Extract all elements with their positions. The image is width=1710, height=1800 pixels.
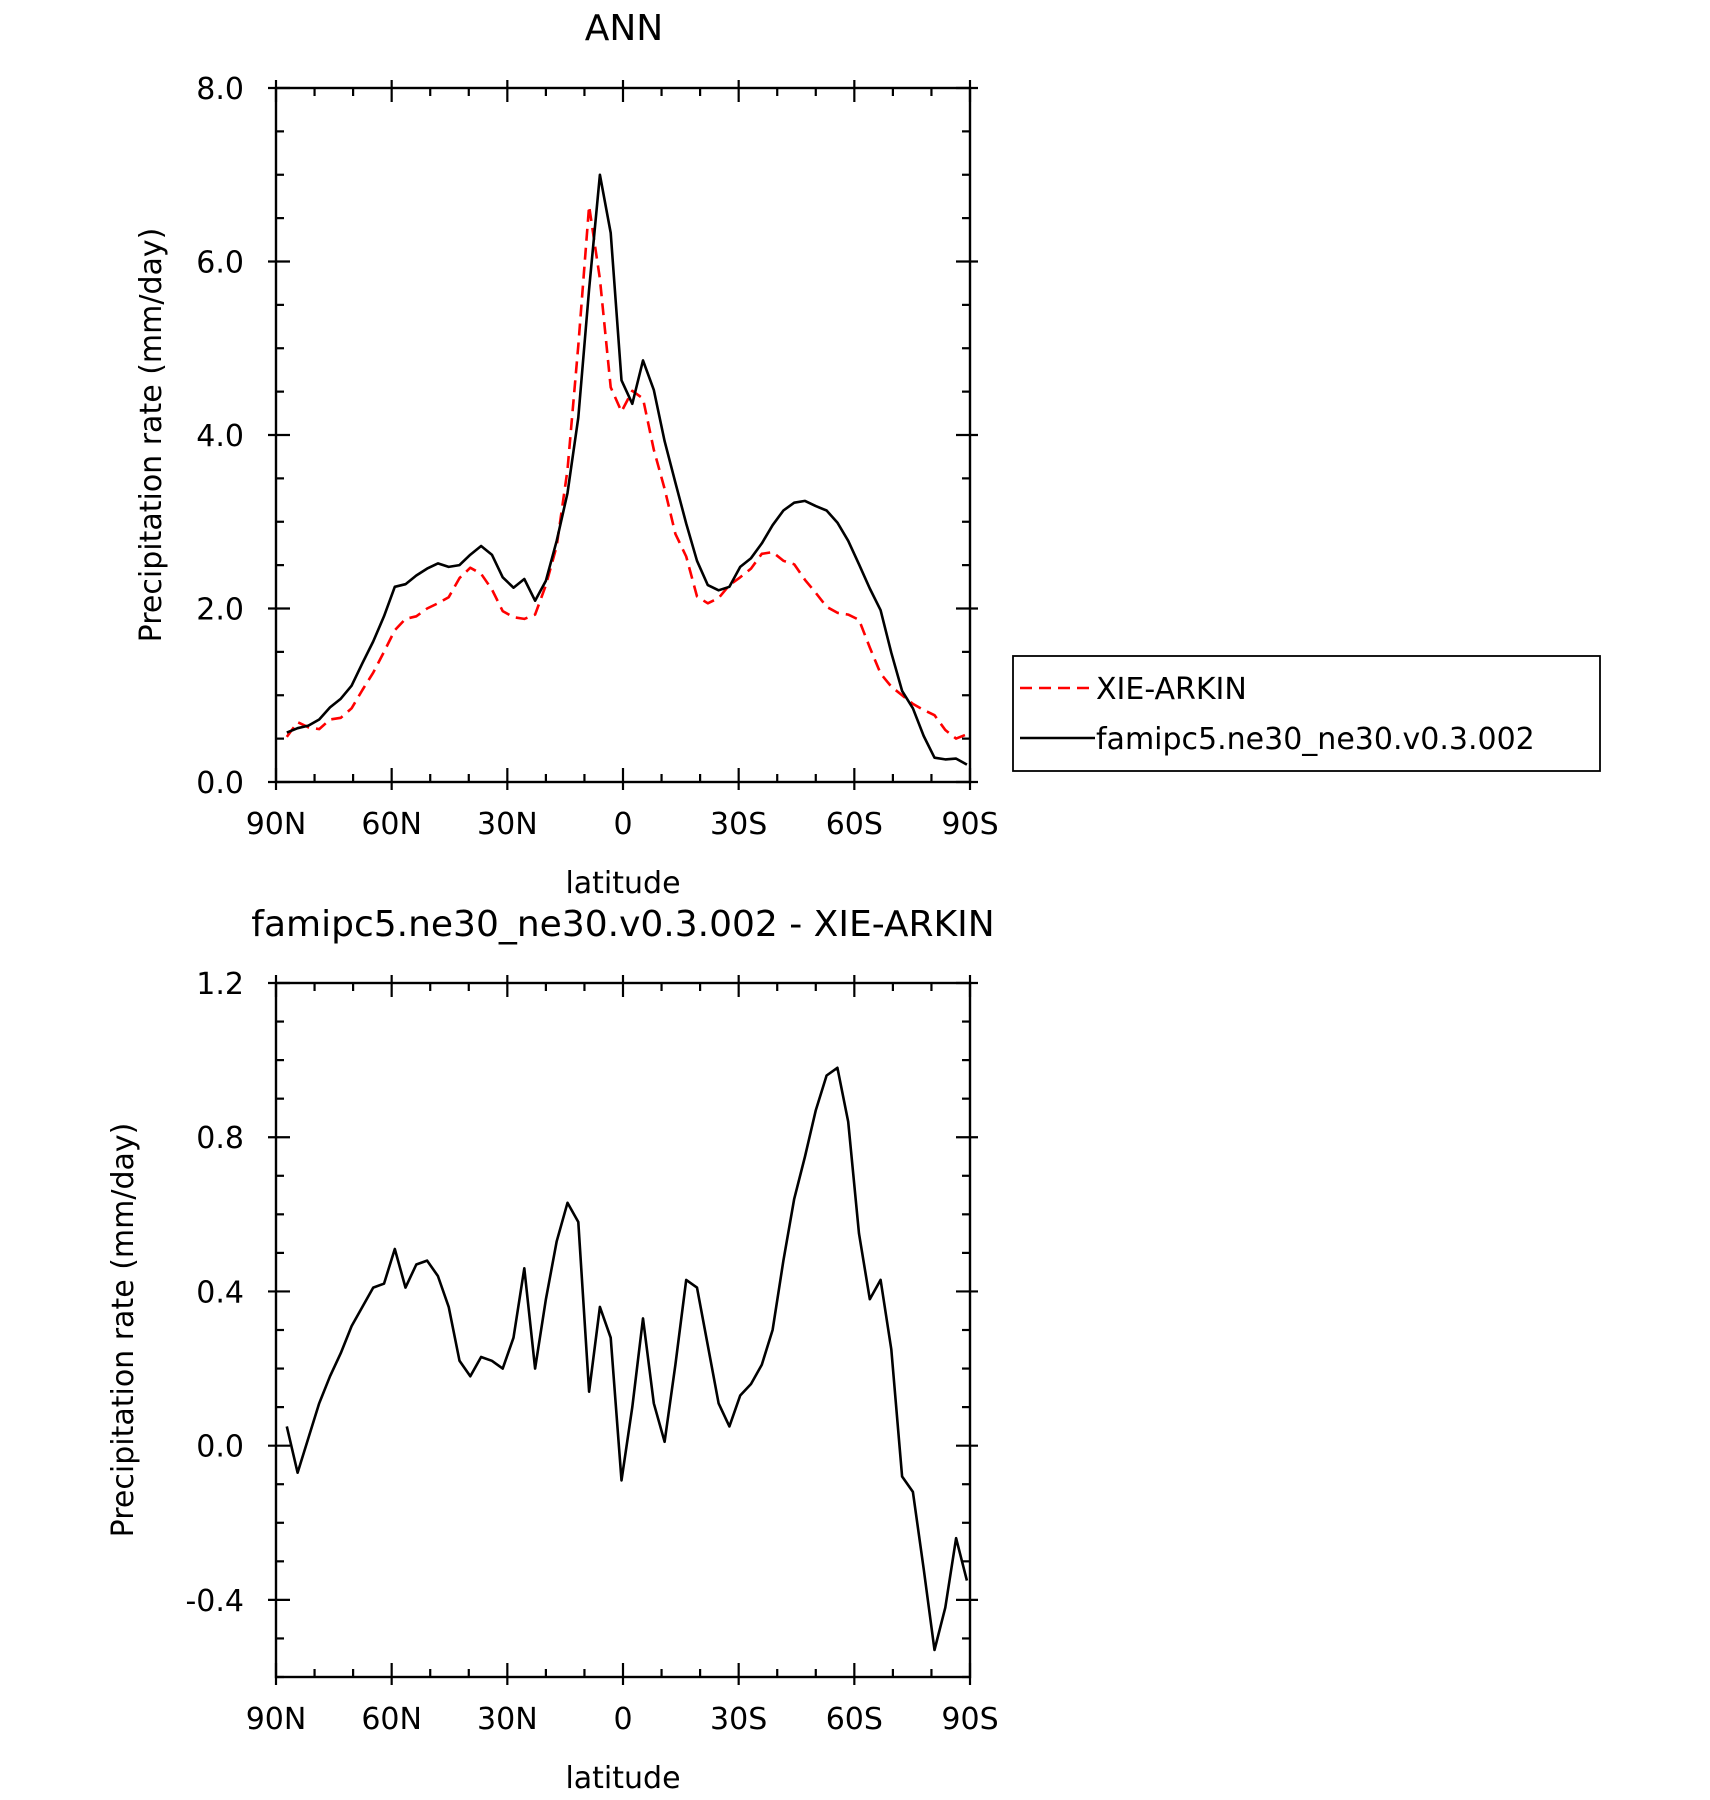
y-tick-label: 0.0 [196,766,244,801]
series-line-famipc5-ne30-ne30-v0-3-002 [286,173,968,766]
x-tick-label: 60N [361,807,422,842]
legend-label-xie-arkin: XIE-ARKIN [1096,672,1247,707]
y-tick-label: 8.0 [196,72,244,107]
x-tick-label: 0 [613,1702,632,1737]
series-line-xie-arkin [285,204,968,740]
x-tick-label: 30S [710,1702,767,1737]
y-tick-label: 6.0 [196,246,244,281]
y-tick-label: 4.0 [196,419,244,454]
y-tick-label: 0.8 [196,1121,244,1156]
difference-chart: famipc5.ne30_ne30.v0.3.002 - XIE-ARKIN 9… [106,904,999,1796]
x-tick-label: 90S [941,1702,998,1737]
zonal-mean-chart: ANN 90N 60N 30N 0 30S 60S 90S 0.0 2.0 4.0 6.0 8.0 l… [134,8,999,901]
legend-box [1012,655,1601,772]
x-tick-label: 0 [613,807,632,842]
y-axis-title-bottom: Precipitation rate (mm/day) [106,1123,141,1538]
x-tick-label: 60N [361,1702,422,1737]
y-tick-label: 1.2 [196,967,244,1002]
x-axis-title-top: latitude [565,866,680,901]
y-axis-title-top: Precipitation rate (mm/day) [134,228,169,643]
x-tick-label: 90N [246,1702,307,1737]
chart-title-bottom: famipc5.ne30_ne30.v0.3.002 - XIE-ARKIN [251,904,994,945]
chart-title-top: ANN [585,8,664,49]
x-tick-label: 60S [826,1702,883,1737]
x-tick-label: 60S [826,807,883,842]
x-axis-title-bottom: latitude [565,1761,680,1796]
plot-frame-top [274,86,972,784]
x-tick-label: 90S [941,807,998,842]
y-tick-label: 0.4 [196,1275,244,1310]
plot-frame-bottom [274,981,972,1679]
x-tick-label: 30N [477,1702,538,1737]
legend-label-model: famipc5.ne30_ne30.v0.3.002 [1096,722,1535,757]
x-tick-label: 90N [246,807,307,842]
y-tick-label: 0.0 [196,1430,244,1465]
y-tick-label: 2.0 [196,593,244,628]
legend: XIE-ARKIN famipc5.ne30_ne30.v0.3.002 [1012,655,1601,772]
y-tick-label: -0.4 [185,1584,244,1619]
series-line-difference [285,1066,969,1652]
x-tick-label: 30N [477,807,538,842]
x-tick-label: 30S [710,807,767,842]
